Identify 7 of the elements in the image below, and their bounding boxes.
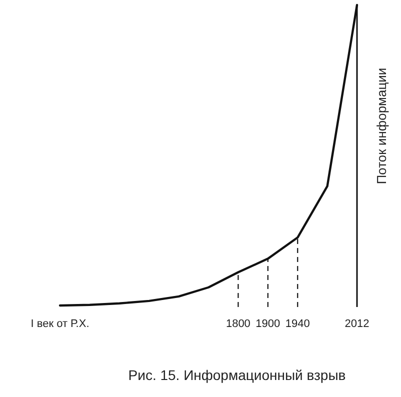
text: Рис. 15. Информационный взрыв bbox=[128, 367, 346, 383]
x-tick-label: 1800 bbox=[226, 318, 250, 330]
y-axis-title: Поток информации bbox=[374, 68, 389, 184]
x-tick-label: I век от Р.Х. bbox=[30, 318, 90, 330]
x-tick-label: 1900 bbox=[256, 318, 280, 330]
x-tick-label: 1940 bbox=[285, 318, 310, 330]
x-tick-label: 2012 bbox=[344, 318, 370, 330]
